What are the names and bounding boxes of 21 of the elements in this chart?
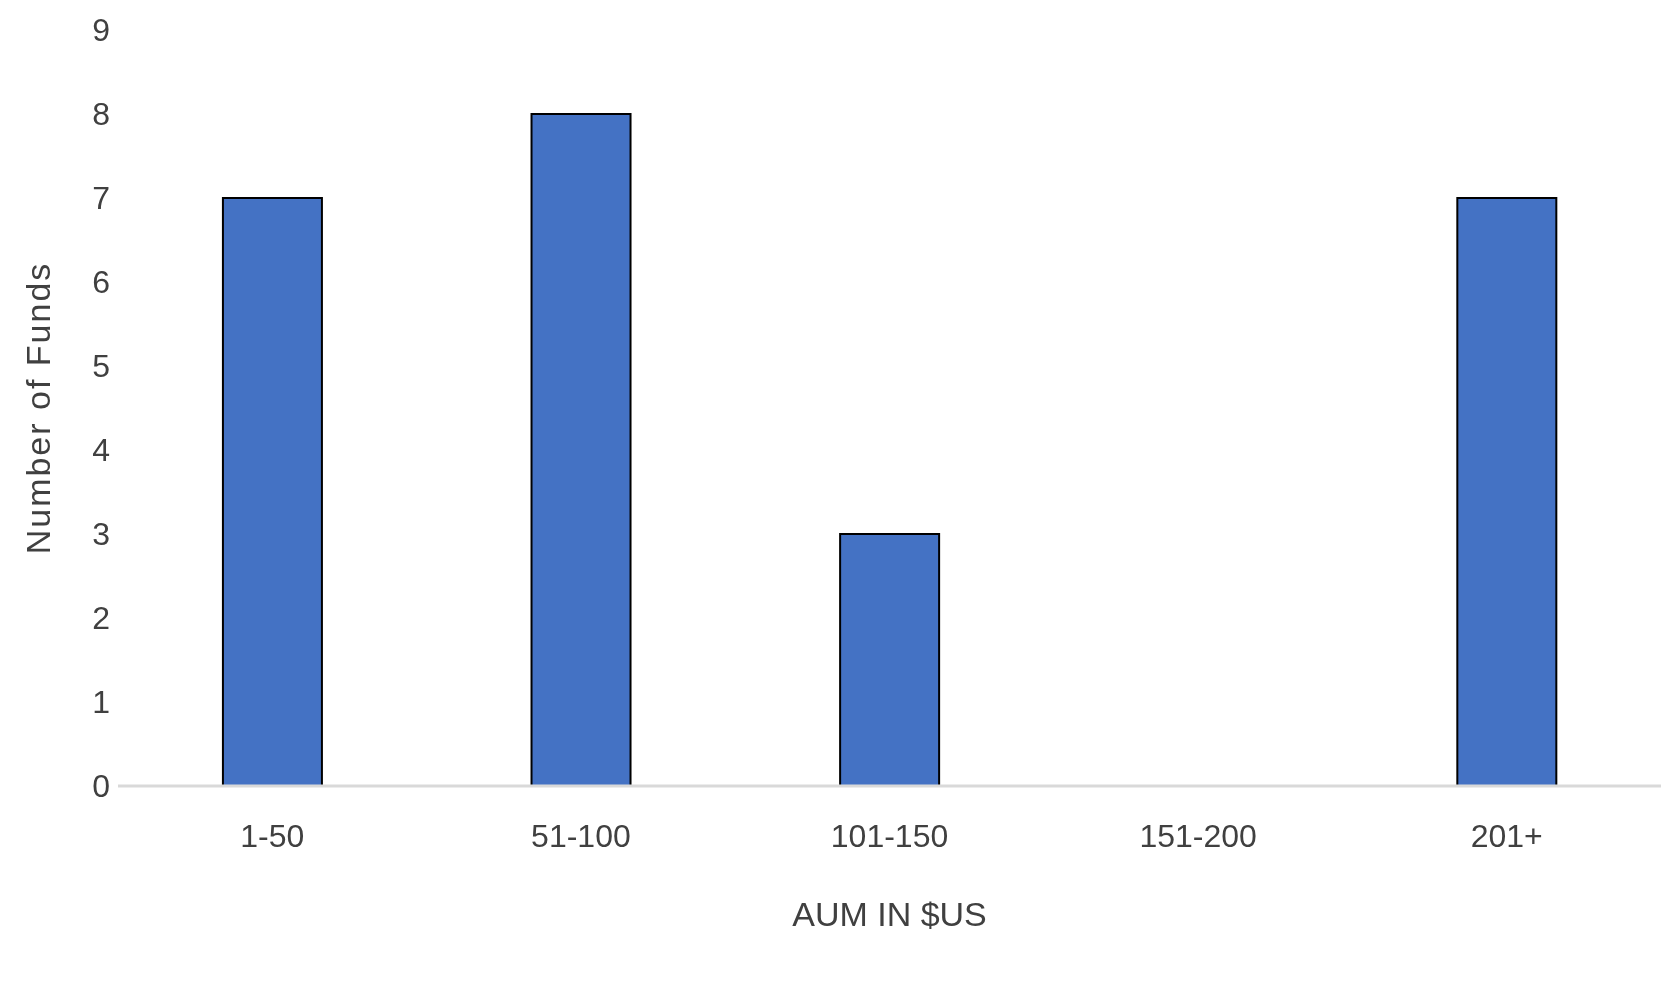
y-tick-label: 8 <box>92 96 110 133</box>
bar <box>839 533 941 786</box>
y-tick-label: 3 <box>92 516 110 553</box>
x-tick-label: 51-100 <box>531 817 631 854</box>
bar <box>1456 197 1558 786</box>
y-tick-label: 0 <box>92 768 110 805</box>
y-tick-label: 6 <box>92 264 110 301</box>
y-tick-label: 7 <box>92 180 110 217</box>
y-tick-label: 1 <box>92 684 110 721</box>
y-tick-label: 9 <box>92 12 110 49</box>
x-tick-label: 101-150 <box>830 817 949 854</box>
x-axis-title: AUM IN $US <box>792 895 987 933</box>
y-tick-label: 5 <box>92 348 110 385</box>
bar <box>530 113 632 786</box>
y-tick-label: 2 <box>92 600 110 637</box>
y-axis-title: Number of Funds <box>19 261 58 555</box>
x-tick-label: 201+ <box>1470 817 1543 854</box>
bar <box>221 197 323 786</box>
x-tick-label: 151-200 <box>1139 817 1257 854</box>
y-tick-label: 4 <box>92 432 110 469</box>
x-tick-label: 1-50 <box>240 817 305 854</box>
